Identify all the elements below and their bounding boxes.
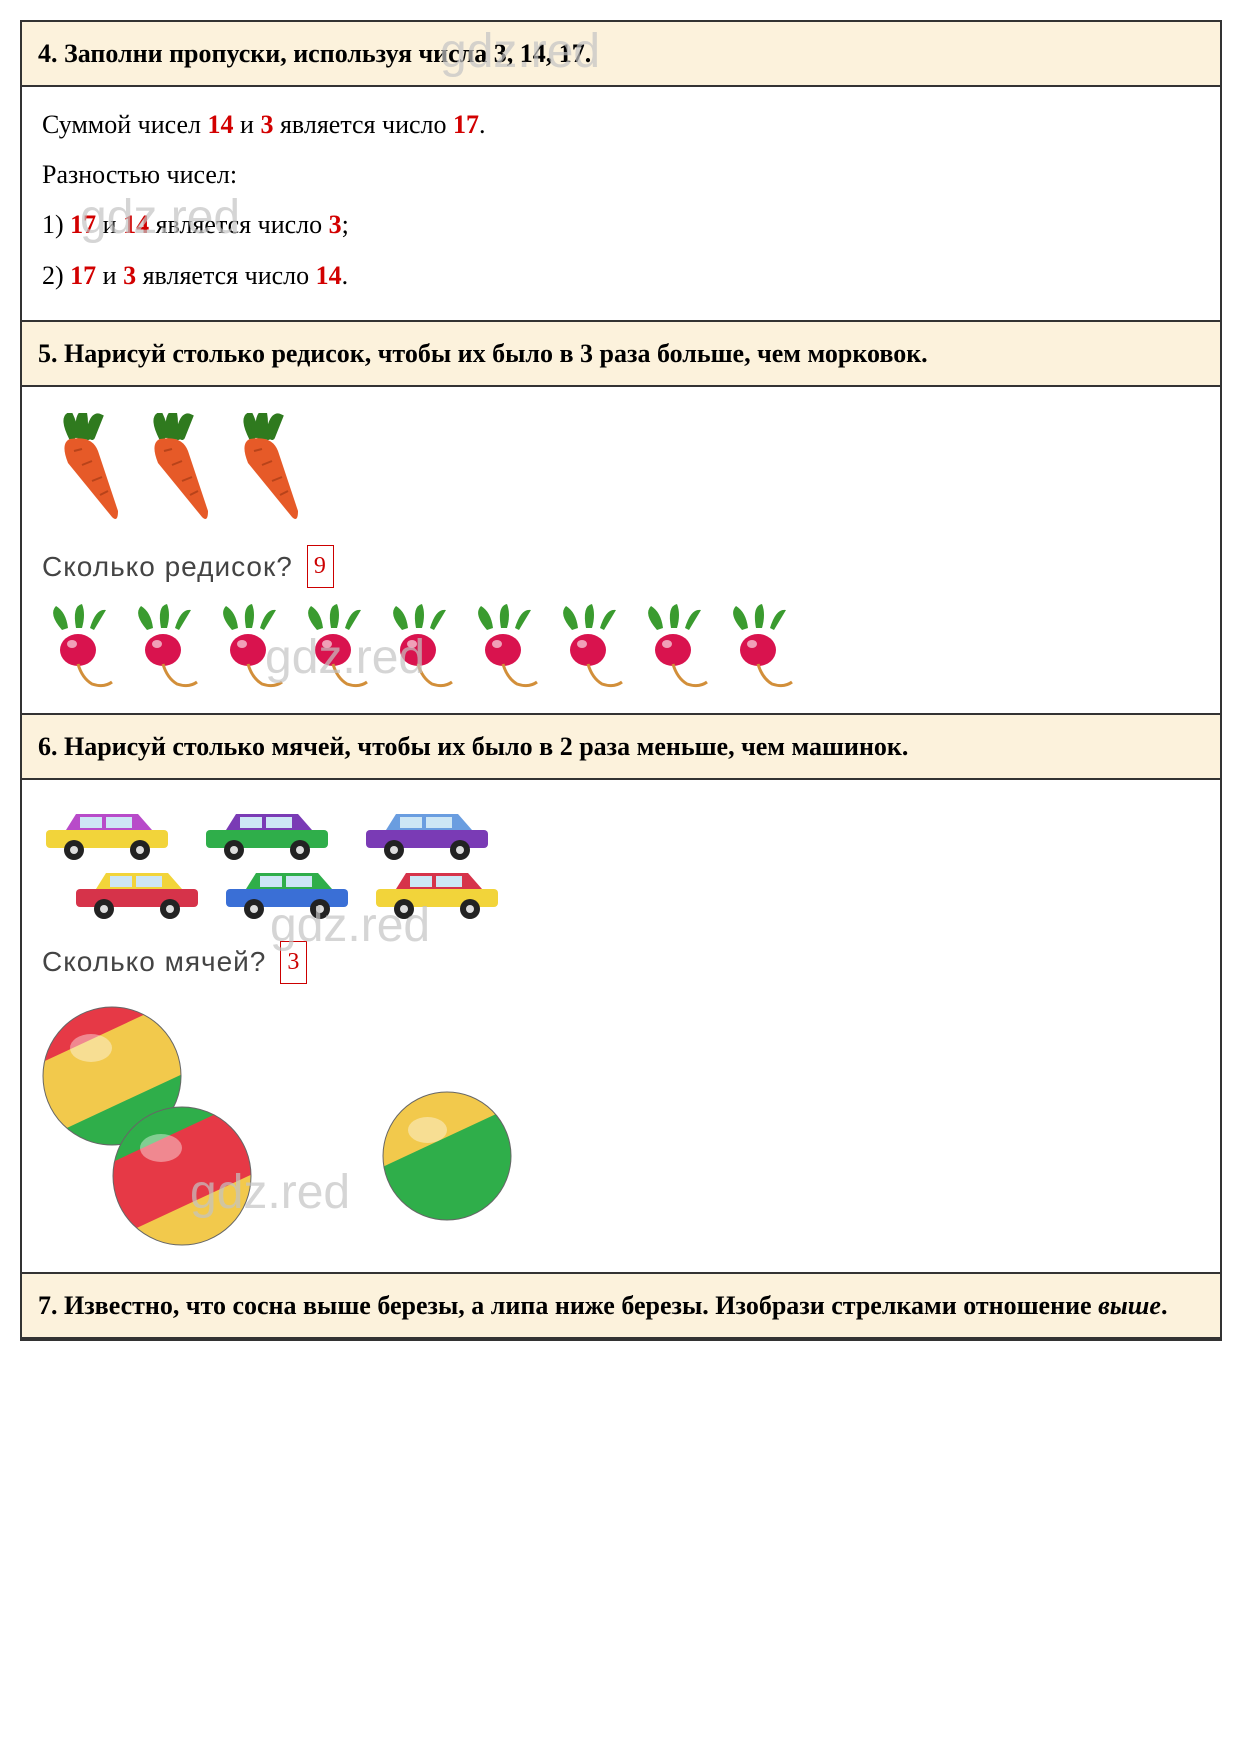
car-icon: [362, 806, 492, 861]
text: .: [342, 261, 349, 290]
radish-icon: [127, 602, 212, 697]
car-icon: [222, 865, 352, 920]
text: .: [479, 110, 486, 139]
text: и: [234, 110, 261, 139]
radish-icon: [382, 602, 467, 697]
q4-line1: Суммой чисел 14 и 3 является число 17.: [42, 103, 1200, 147]
radish-icon: [297, 602, 382, 697]
q5-header: 5. Нарисуй столько редисок, чтобы их был…: [22, 322, 1220, 387]
radish-icon: [212, 602, 297, 697]
q7-text: 7. Известно, что сосна выше березы, а ли…: [38, 1291, 1098, 1320]
q5-question-text: Сколько редисок?: [42, 543, 293, 591]
q6-question-line: Сколько мячей? 3: [42, 938, 1200, 986]
radish-icon: [42, 602, 127, 697]
q6-header: 6. Нарисуй столько мячей, чтобы их было …: [22, 715, 1220, 780]
radish-icon: [42, 602, 127, 697]
text: 2): [42, 261, 70, 290]
carrot-icon: [222, 413, 312, 523]
text: Суммой чисел: [42, 110, 208, 139]
carrots-row: [42, 413, 1200, 523]
q4-header: 4. Заполни пропуски, используя числа 3, …: [22, 22, 1220, 87]
radishes-row: [42, 602, 1200, 697]
balls-area: [42, 1006, 1200, 1246]
text: ;: [342, 210, 349, 239]
radish-icon: [552, 602, 637, 697]
q7-emphasis: выше: [1098, 1291, 1161, 1320]
radish-icon: [637, 602, 722, 697]
text: и: [96, 261, 123, 290]
q4-item2: 2) 17 и 3 является число 14.: [42, 254, 1200, 298]
radish-icon: [722, 602, 807, 697]
radish-icon: [127, 602, 212, 697]
ball-icon: [382, 1091, 512, 1221]
q6-content: Сколько мячей? 3: [22, 780, 1220, 1274]
text: является число: [273, 110, 453, 139]
car-icon: [222, 865, 352, 920]
answer-number: 17: [70, 210, 96, 239]
q6-answer-box: 3: [280, 941, 307, 984]
text: 1): [42, 210, 70, 239]
answer-number: 17: [453, 110, 479, 139]
radish-icon: [552, 602, 637, 697]
carrot-icon: [132, 413, 222, 523]
carrot-icon: [132, 413, 222, 523]
radish-icon: [637, 602, 722, 697]
radish-icon: [297, 602, 382, 697]
answer-number: 3: [329, 210, 342, 239]
answer-number: 14: [123, 210, 149, 239]
balls-left-group: [42, 1006, 282, 1246]
car-icon: [202, 806, 332, 861]
q5-content: Сколько редисок? 9: [22, 387, 1220, 716]
answer-number: 14: [316, 261, 342, 290]
q7-text-end: .: [1161, 1291, 1168, 1320]
cars-area: [42, 806, 1200, 920]
carrot-icon: [222, 413, 312, 523]
q5-question-line: Сколько редисок? 9: [42, 543, 1200, 591]
car-icon: [362, 806, 492, 861]
radish-icon: [212, 602, 297, 697]
car-icon: [42, 806, 172, 861]
carrot-icon: [42, 413, 132, 523]
radish-icon: [722, 602, 807, 697]
q6-question-text: Сколько мячей?: [42, 938, 266, 986]
radish-icon: [467, 602, 552, 697]
q5-answer-box: 9: [307, 545, 334, 588]
answer-number: 3: [123, 261, 136, 290]
ball-icon: [112, 1106, 252, 1246]
q4-line2: Разностью чисел:: [42, 153, 1200, 197]
q4-item1: 1) 17 и 14 является число 3;: [42, 203, 1200, 247]
cars-row-2: [72, 865, 1200, 920]
car-icon: [202, 806, 332, 861]
answer-number: 17: [70, 261, 96, 290]
car-icon: [72, 865, 202, 920]
q4-content: Суммой чисел 14 и 3 является число 17. Р…: [22, 87, 1220, 322]
text: является число: [136, 261, 316, 290]
cars-row-1: [42, 806, 1200, 861]
car-icon: [42, 806, 172, 861]
text: является число: [149, 210, 329, 239]
answer-number: 14: [208, 110, 234, 139]
radish-icon: [382, 602, 467, 697]
car-icon: [372, 865, 502, 920]
car-icon: [372, 865, 502, 920]
worksheet-page: 4. Заполни пропуски, используя числа 3, …: [20, 20, 1222, 1341]
car-icon: [72, 865, 202, 920]
q7-header: 7. Известно, что сосна выше березы, а ли…: [22, 1274, 1220, 1339]
answer-number: 3: [260, 110, 273, 139]
radish-icon: [467, 602, 552, 697]
carrot-icon: [42, 413, 132, 523]
text: и: [96, 210, 123, 239]
